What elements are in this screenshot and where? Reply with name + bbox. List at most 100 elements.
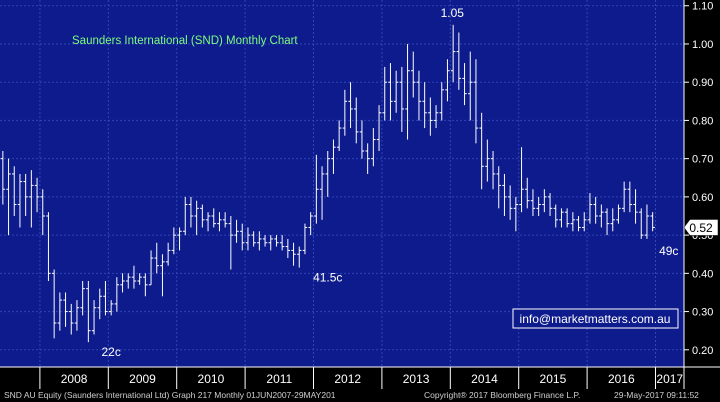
x-tick-label: 2008 (61, 372, 88, 386)
ohlc-bar (507, 185, 513, 220)
ohlc-bar (240, 223, 245, 251)
ohlc-bar (103, 280, 108, 316)
ohlc-bar (371, 128, 376, 167)
ohlc-bar (564, 208, 570, 228)
y-tick-label: 0.80 (692, 115, 713, 127)
annotation-label: 22c (101, 345, 120, 359)
ohlc-bar (188, 196, 194, 228)
ohlc-bar (582, 212, 587, 232)
ohlc-bar (530, 189, 536, 216)
ohlc-bar (576, 215, 581, 232)
y-tick-label: 0.60 (692, 192, 713, 204)
ohlc-bar (228, 215, 234, 270)
x-tick-label: 2016 (608, 372, 635, 386)
ohlc-bar (519, 147, 524, 213)
ohlc-bar (194, 200, 199, 236)
ohlc-bar (462, 63, 467, 106)
ohlc-bar (604, 208, 610, 236)
ohlc-bar (399, 66, 405, 132)
last-price-box (683, 219, 719, 236)
ohlc-bar (148, 250, 154, 286)
ohlc-bar (86, 280, 91, 343)
ohlc-bar (51, 269, 57, 339)
ohlc-bar (211, 208, 216, 228)
ohlc-bar (200, 204, 205, 228)
grid (0, 0, 684, 367)
ohlc-bar (69, 303, 74, 335)
ohlc-bar (553, 204, 558, 228)
ohlc-bar (268, 235, 273, 251)
ohlc-bar (593, 196, 598, 224)
ohlc-bar (621, 181, 627, 213)
ohlc-bar (587, 193, 593, 224)
x-tick-label: 2017 (656, 372, 683, 386)
last-price-label: 0.52 (689, 221, 713, 235)
ohlc-bar (120, 273, 125, 293)
ohlc-bar (348, 82, 353, 129)
ohlc-bar (57, 292, 63, 331)
ohlc-bar (405, 43, 410, 140)
ohlc-bar (599, 204, 604, 228)
ohlc-bar (422, 82, 427, 129)
watermark-text: info@marketmatters.com.au (520, 312, 671, 326)
ohlc-bar (114, 277, 120, 312)
ohlc-bar (382, 66, 387, 121)
ohlc-bar (639, 208, 644, 239)
ohlc-bar (633, 189, 638, 224)
ohlc-bar (34, 177, 40, 213)
ohlc-bar (479, 112, 484, 190)
ohlc-bar (610, 208, 615, 232)
footer-security-info: SND AU Equity (Saunders International Lt… (4, 390, 336, 400)
ohlc-bar (650, 212, 655, 232)
ohlc-bar (331, 139, 336, 174)
ohlc-bar (308, 212, 313, 236)
ohlc-bar (222, 212, 228, 228)
ohlc-bar (411, 51, 416, 98)
ohlc-bar (456, 32, 462, 90)
annotation-label: 1.05 (441, 6, 465, 20)
ohlc-bar (160, 254, 165, 297)
ohlc-bar (365, 143, 370, 174)
ohlc-bar (40, 189, 45, 236)
ohlc-bar (325, 151, 330, 197)
y-tick-label: 0.20 (692, 345, 713, 357)
ohlc-bar (234, 219, 239, 243)
plot-area (0, 0, 684, 367)
ohlc-bar (143, 273, 148, 297)
ohlc-bar (336, 120, 342, 152)
ohlc-bar (108, 300, 114, 316)
ohlc-bar (165, 242, 171, 266)
footer-timestamp: 29-May-2017 09:11:52 (614, 390, 699, 400)
ohlc-bar (525, 177, 530, 209)
annotation-label: 41.5c (313, 271, 342, 285)
ohlc-bar (319, 166, 325, 220)
ohlc-bar (376, 105, 382, 152)
ohlc-bar (439, 82, 444, 121)
ohlc-bar (251, 231, 256, 247)
ohlc-bar (354, 97, 359, 144)
ohlc-bar (274, 235, 279, 247)
ohlc-bar (80, 280, 85, 316)
ohlc-bar (245, 227, 251, 251)
ohlc-bar (468, 51, 473, 121)
ohlc-bar (616, 204, 621, 224)
ohlc-bar (342, 89, 348, 136)
y-tick-label: 0.90 (692, 77, 713, 89)
annotation-label: 49c (659, 244, 678, 258)
ohlc-bar (627, 181, 633, 213)
ohlc-bar (388, 63, 393, 121)
ohlc-bar (183, 196, 188, 236)
ohlc-bar (297, 246, 302, 268)
ohlc-bar (131, 265, 137, 289)
ohlc-bar (74, 300, 80, 331)
ohlc-bar (416, 70, 422, 121)
ohlc-bar (285, 238, 291, 259)
ohlc-bar (217, 212, 222, 232)
ohlc-bar (490, 151, 496, 190)
ohlc-bar (46, 212, 51, 281)
ohlc-bar (513, 196, 519, 232)
ohlc-bar (6, 158, 11, 236)
ohlc-bar (473, 59, 479, 144)
